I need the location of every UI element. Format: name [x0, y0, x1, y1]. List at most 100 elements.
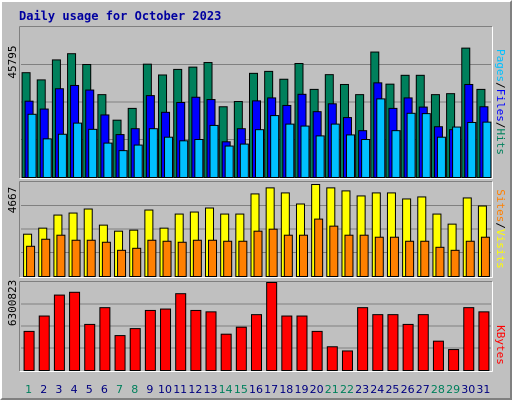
kbytes-kbytes-bar-day-8 [129, 328, 141, 371]
sites-visits-sites-bar-day-10 [162, 240, 172, 277]
sites-visits-sites-bar-day-28 [435, 246, 445, 277]
pages-files-hits-pages-bar-day-29 [452, 126, 462, 179]
sites-visits-sites-bar-day-15 [238, 240, 248, 277]
pages-files-hits-ymax-label: 45795 [6, 45, 19, 78]
sites-visits-sites-bar-day-27 [420, 240, 430, 277]
kbytes-kbytes-bar-day-31 [478, 311, 490, 372]
sites-visits-sites-bar-day-8 [132, 247, 142, 278]
x-tick-label-day-23: 23 [355, 383, 369, 396]
pages-files-hits-pages-bar-day-25 [391, 130, 401, 179]
x-tick-label-day-20: 20 [310, 383, 324, 396]
sites-visits-sites-bar-day-1 [26, 245, 36, 277]
sites-visits-sites-bar-day-24 [374, 236, 384, 277]
sites-visits-sites-bar-day-26 [405, 240, 415, 277]
sites-visits-sites-bar-day-23 [359, 234, 369, 278]
x-tick-label-day-26: 26 [401, 383, 415, 396]
kbytes-kbytes-bar-day-29 [448, 349, 460, 371]
x-tick-label-day-1: 1 [25, 383, 32, 396]
sites-visits-sites-bar-day-13 [208, 239, 218, 278]
sites-visits-sites-bar-day-7 [117, 249, 127, 278]
pages-files-hits-pages-bar-day-8 [133, 144, 143, 178]
sites-visits-sites-bar-day-6 [101, 241, 111, 277]
pages-files-hits-pages-bar-day-13 [209, 124, 219, 179]
kbytes-kbytes-bar-day-20 [311, 330, 323, 372]
chart-title: Daily usage for October 2023 [19, 9, 221, 23]
sites-visits-sites-bar-day-14 [223, 240, 233, 277]
pages-files-hits-pages-bar-day-3 [57, 133, 67, 178]
sites-visits-sites-bar-day-2 [41, 238, 51, 277]
sites-visits-sites-bar-day-30 [465, 240, 475, 277]
sites-visits-sites-bar-day-11 [177, 241, 187, 277]
pages-files-hits-pages-bar-day-5 [88, 128, 98, 178]
pages-files-hits-pages-bar-day-28 [436, 136, 446, 179]
kbytes-kbytes-bar-day-25 [387, 314, 399, 371]
kbytes-kbytes-bar-day-21 [326, 346, 338, 372]
sites-visits-sites-bar-day-9 [147, 239, 157, 278]
pages-files-hits-pages-bar-day-20 [315, 135, 325, 178]
kbytes-legend: KBytes [494, 325, 507, 365]
sites-visits-legend: Sites/Visits [494, 189, 507, 269]
kbytes-kbytes-bar-day-3 [53, 294, 65, 371]
kbytes-kbytes-bar-day-23 [357, 307, 369, 371]
pages-files-hits-pages-bar-day-16 [255, 129, 264, 179]
kbytes-kbytes-bar-day-6 [99, 307, 111, 371]
pages-files-hits-legend-item-3: / [494, 122, 507, 129]
sites-visits-legend-item-0: Sites [494, 189, 507, 222]
pages-files-hits-legend-item-1: / [494, 82, 507, 89]
pages-files-hits-legend-item-4: Hits [494, 129, 507, 156]
sites-visits-sites-bar-day-12 [192, 239, 202, 278]
x-tick-label-day-28: 28 [431, 383, 445, 396]
kbytes-legend-item-0: KBytes [494, 325, 507, 365]
kbytes-kbytes-bar-day-16 [251, 314, 262, 371]
x-tick-label-day-12: 12 [188, 383, 202, 396]
sites-visits-sites-bar-day-29 [450, 249, 460, 278]
kbytes-kbytes-bar-day-1 [23, 330, 35, 372]
pages-files-hits-pages-bar-day-14 [224, 145, 234, 178]
kbytes-kbytes-bar-day-14 [220, 333, 232, 372]
sites-visits-sites-bar-day-21 [329, 225, 339, 277]
x-tick-label-day-7: 7 [116, 383, 123, 396]
pages-files-hits-pages-bar-day-22 [345, 134, 355, 178]
x-tick-label-day-3: 3 [55, 383, 62, 396]
pages-files-hits-pages-bar-day-15 [239, 143, 249, 178]
x-tick-label-day-29: 29 [446, 383, 460, 396]
pages-files-hits-pages-bar-day-17 [270, 115, 280, 179]
kbytes-kbytes-bar-day-30 [463, 307, 475, 371]
pages-files-hits-pages-bar-day-4 [73, 122, 83, 178]
kbytes-kbytes-bar-day-18 [281, 315, 293, 371]
kbytes-kbytes-bar-day-24 [372, 314, 384, 371]
pages-files-hits-pages-bar-day-31 [482, 121, 492, 179]
sites-visits-sites-bar-day-19 [298, 234, 308, 278]
x-tick-label-day-15: 15 [234, 383, 248, 396]
kbytes-kbytes-bar-day-22 [341, 350, 353, 371]
kbytes-kbytes-bar-day-13 [205, 311, 217, 372]
sites-visits-legend-item-2: Visits [494, 229, 507, 269]
sites-visits-ymax-label: 4667 [6, 187, 19, 214]
x-tick-label-day-22: 22 [340, 383, 354, 396]
kbytes-kbytes-bar-day-28 [432, 340, 444, 372]
pages-files-hits-pages-bar-day-27 [421, 113, 431, 178]
pages-files-hits-pages-bar-day-2 [42, 138, 52, 178]
sites-visits-legend-item-1: / [494, 222, 507, 229]
x-tick-label-day-31: 31 [476, 383, 490, 396]
sites-visits-sites-bar-day-25 [389, 236, 399, 277]
kbytes-kbytes-bar-day-15 [235, 326, 247, 372]
x-tick-label-day-21: 21 [325, 383, 339, 396]
sites-visits-sites-bar-day-4 [71, 239, 81, 278]
sites-visits-sites-bar-day-22 [344, 234, 354, 278]
pages-files-hits-pages-bar-day-24 [376, 98, 386, 178]
pages-files-hits-pages-bar-day-19 [300, 125, 310, 178]
x-tick-label-day-8: 8 [131, 383, 138, 396]
x-tick-label-day-4: 4 [71, 383, 78, 396]
pages-files-hits-pages-bar-day-23 [361, 139, 371, 179]
pages-files-hits-pages-bar-day-6 [103, 142, 113, 179]
x-tick-label-day-16: 16 [249, 383, 263, 396]
x-tick-label-day-24: 24 [370, 383, 384, 396]
kbytes-kbytes-bar-day-12 [190, 309, 202, 372]
pages-files-hits-pages-bar-day-11 [179, 140, 189, 178]
kbytes-kbytes-bar-day-27 [417, 314, 429, 371]
pages-files-hits-pages-bar-day-7 [118, 150, 128, 179]
x-tick-label-day-17: 17 [264, 383, 278, 396]
sites-visits-sites-bar-day-5 [86, 239, 96, 278]
